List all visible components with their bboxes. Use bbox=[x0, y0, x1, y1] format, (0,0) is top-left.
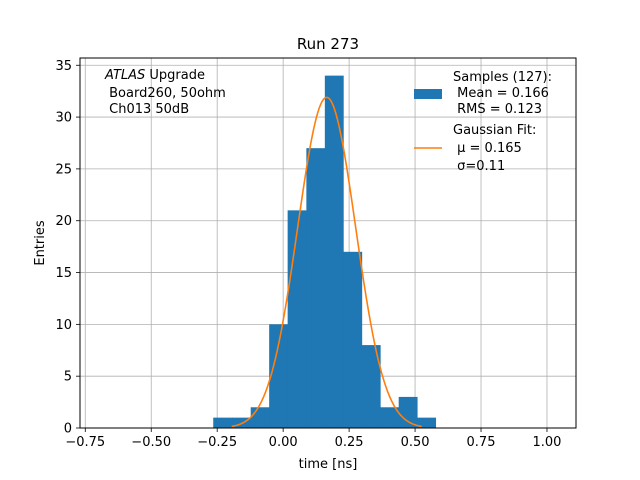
legend-histogram-label: Samples (127): bbox=[453, 70, 552, 85]
histogram-bar bbox=[213, 417, 233, 428]
legend-fit-label: Gaussian Fit: bbox=[453, 123, 536, 138]
plot-frame bbox=[79, 57, 577, 429]
histogram-bar bbox=[361, 345, 381, 428]
annotation-line3: Ch013 50dB bbox=[105, 102, 189, 117]
x-tick-label: 0.75 bbox=[467, 435, 496, 450]
histogram-bars bbox=[213, 75, 437, 428]
legend-histogram-swatch bbox=[414, 89, 442, 99]
annotation-italic: ATLAS bbox=[104, 68, 145, 83]
x-tick-label: −0.25 bbox=[197, 435, 237, 450]
x-axis-label: time [ns] bbox=[299, 457, 358, 472]
legend-histogram-mean: Mean = 0.166 bbox=[453, 86, 549, 101]
x-tick-label: −0.50 bbox=[131, 435, 171, 450]
annotation-line2: Board260, 50ohm bbox=[105, 86, 226, 101]
histogram-bar bbox=[306, 148, 326, 428]
annotation-line1: Upgrade bbox=[145, 68, 205, 83]
x-tick-label: −0.75 bbox=[65, 435, 105, 450]
legend-histogram-rms: RMS = 0.123 bbox=[453, 102, 542, 117]
y-tick-label: 0 bbox=[64, 422, 72, 437]
y-tick-label: 25 bbox=[55, 162, 72, 177]
histogram-bar bbox=[380, 407, 400, 428]
annotation: ATLAS Upgrade Board260, 50ohm Ch013 50dB bbox=[104, 68, 226, 117]
legend-fit-sigma: σ=0.11 bbox=[453, 159, 505, 174]
y-tick-label: 20 bbox=[55, 214, 72, 229]
gaussian-fit-line bbox=[231, 96, 422, 428]
y-tick-label: 15 bbox=[55, 266, 72, 281]
y-axis-ticks: 0 5 10 15 20 25 30 35 bbox=[55, 59, 80, 437]
y-tick-label: 30 bbox=[55, 111, 72, 126]
histogram-bar bbox=[269, 324, 289, 428]
x-tick-label: 0.50 bbox=[401, 435, 430, 450]
x-tick-label: 0.25 bbox=[335, 435, 364, 450]
svg-text:ATLAS Upgrade: ATLAS Upgrade bbox=[104, 68, 205, 83]
histogram-bar bbox=[398, 396, 418, 428]
histogram-bar bbox=[343, 251, 363, 428]
histogram-bar bbox=[417, 417, 437, 428]
y-tick-label: 35 bbox=[55, 59, 72, 74]
x-axis-ticks: −0.75 −0.50 −0.25 0.00 0.25 0.50 0.75 1.00 bbox=[65, 428, 561, 450]
legend: Samples (127): Mean = 0.166 RMS = 0.123 … bbox=[414, 70, 552, 174]
y-tick-label: 10 bbox=[55, 318, 72, 333]
x-tick-label: 1.00 bbox=[533, 435, 562, 450]
histogram-bar bbox=[324, 75, 344, 428]
histogram-bar bbox=[287, 210, 307, 428]
legend-fit-mu: μ = 0.165 bbox=[453, 141, 522, 156]
x-tick-label: 0.00 bbox=[269, 435, 298, 450]
chart-title: Run 273 bbox=[297, 35, 359, 53]
histogram-bar bbox=[250, 407, 270, 428]
y-axis-label: Entries bbox=[33, 220, 48, 266]
y-tick-label: 5 bbox=[64, 370, 72, 385]
